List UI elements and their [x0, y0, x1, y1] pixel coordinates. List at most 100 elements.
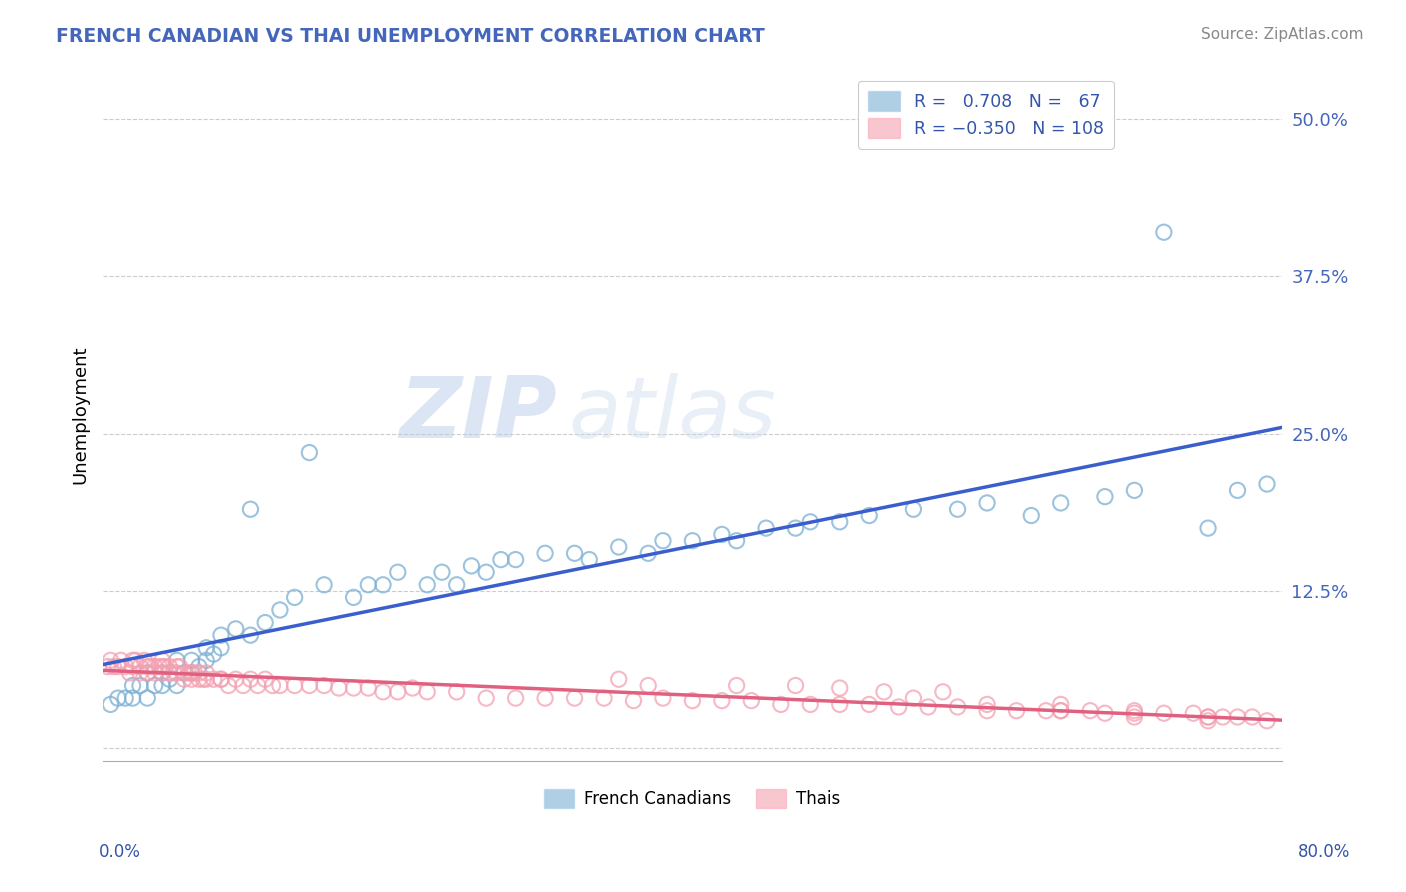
Point	[169, 659, 191, 673]
Text: Source: ZipAtlas.com: Source: ZipAtlas.com	[1201, 27, 1364, 42]
Point	[371, 578, 394, 592]
Point	[284, 679, 307, 693]
Point	[1094, 490, 1116, 504]
Point	[1035, 704, 1057, 718]
Point	[976, 496, 998, 510]
Point	[1094, 706, 1116, 721]
Point	[136, 691, 159, 706]
Point	[150, 679, 173, 693]
Point	[1049, 704, 1071, 718]
Point	[1123, 704, 1146, 718]
Point	[118, 665, 141, 680]
Point	[578, 552, 600, 566]
Point	[769, 698, 792, 712]
Point	[1256, 477, 1278, 491]
Point	[564, 691, 586, 706]
Point	[173, 665, 195, 680]
Point	[328, 681, 350, 695]
Point	[1049, 704, 1071, 718]
Point	[143, 679, 166, 693]
Point	[143, 665, 166, 680]
Point	[100, 698, 122, 712]
Point	[828, 681, 851, 695]
Point	[254, 615, 277, 630]
Point	[187, 672, 209, 686]
Point	[254, 672, 277, 686]
Point	[225, 672, 247, 686]
Point	[103, 659, 125, 673]
Point	[505, 552, 527, 566]
Point	[153, 659, 176, 673]
Point	[129, 665, 152, 680]
Point	[416, 685, 439, 699]
Point	[858, 698, 880, 712]
Point	[534, 546, 557, 560]
Point	[725, 679, 748, 693]
Y-axis label: Unemployment: Unemployment	[72, 345, 89, 484]
Point	[1241, 710, 1264, 724]
Point	[193, 672, 215, 686]
Point	[1197, 710, 1219, 724]
Point	[1226, 483, 1249, 498]
Point	[387, 565, 409, 579]
Point	[652, 691, 675, 706]
Point	[217, 679, 239, 693]
Point	[1153, 706, 1175, 721]
Point	[858, 508, 880, 523]
Point	[159, 672, 181, 686]
Point	[637, 546, 659, 560]
Point	[710, 527, 733, 541]
Point	[107, 691, 129, 706]
Point	[183, 665, 205, 680]
Point	[828, 515, 851, 529]
Point	[239, 672, 262, 686]
Point	[1153, 225, 1175, 239]
Point	[180, 665, 202, 680]
Point	[946, 700, 969, 714]
Point	[903, 502, 925, 516]
Point	[187, 665, 209, 680]
Point	[195, 640, 218, 655]
Point	[269, 679, 291, 693]
Point	[134, 653, 156, 667]
Point	[159, 659, 181, 673]
Point	[357, 578, 380, 592]
Point	[129, 659, 152, 673]
Point	[623, 693, 645, 707]
Point	[121, 679, 143, 693]
Text: atlas: atlas	[568, 373, 776, 457]
Point	[166, 653, 188, 667]
Point	[209, 672, 232, 686]
Point	[1078, 704, 1101, 718]
Point	[446, 685, 468, 699]
Point	[917, 700, 939, 714]
Point	[209, 628, 232, 642]
Point	[342, 591, 364, 605]
Point	[100, 653, 122, 667]
Point	[232, 679, 254, 693]
Point	[430, 565, 453, 579]
Point	[150, 665, 173, 680]
Point	[1123, 710, 1146, 724]
Point	[180, 653, 202, 667]
Point	[139, 659, 162, 673]
Point	[828, 698, 851, 712]
Point	[148, 659, 170, 673]
Point	[121, 691, 143, 706]
Text: ZIP: ZIP	[399, 373, 557, 457]
Point	[755, 521, 778, 535]
Point	[887, 700, 910, 714]
Point	[946, 502, 969, 516]
Text: 0.0%: 0.0%	[98, 843, 141, 861]
Point	[416, 578, 439, 592]
Point	[262, 679, 284, 693]
Point	[177, 665, 200, 680]
Point	[387, 685, 409, 699]
Point	[143, 659, 166, 673]
Point	[96, 659, 118, 673]
Point	[166, 665, 188, 680]
Point	[446, 578, 468, 592]
Point	[114, 691, 136, 706]
Point	[371, 685, 394, 699]
Point	[785, 679, 807, 693]
